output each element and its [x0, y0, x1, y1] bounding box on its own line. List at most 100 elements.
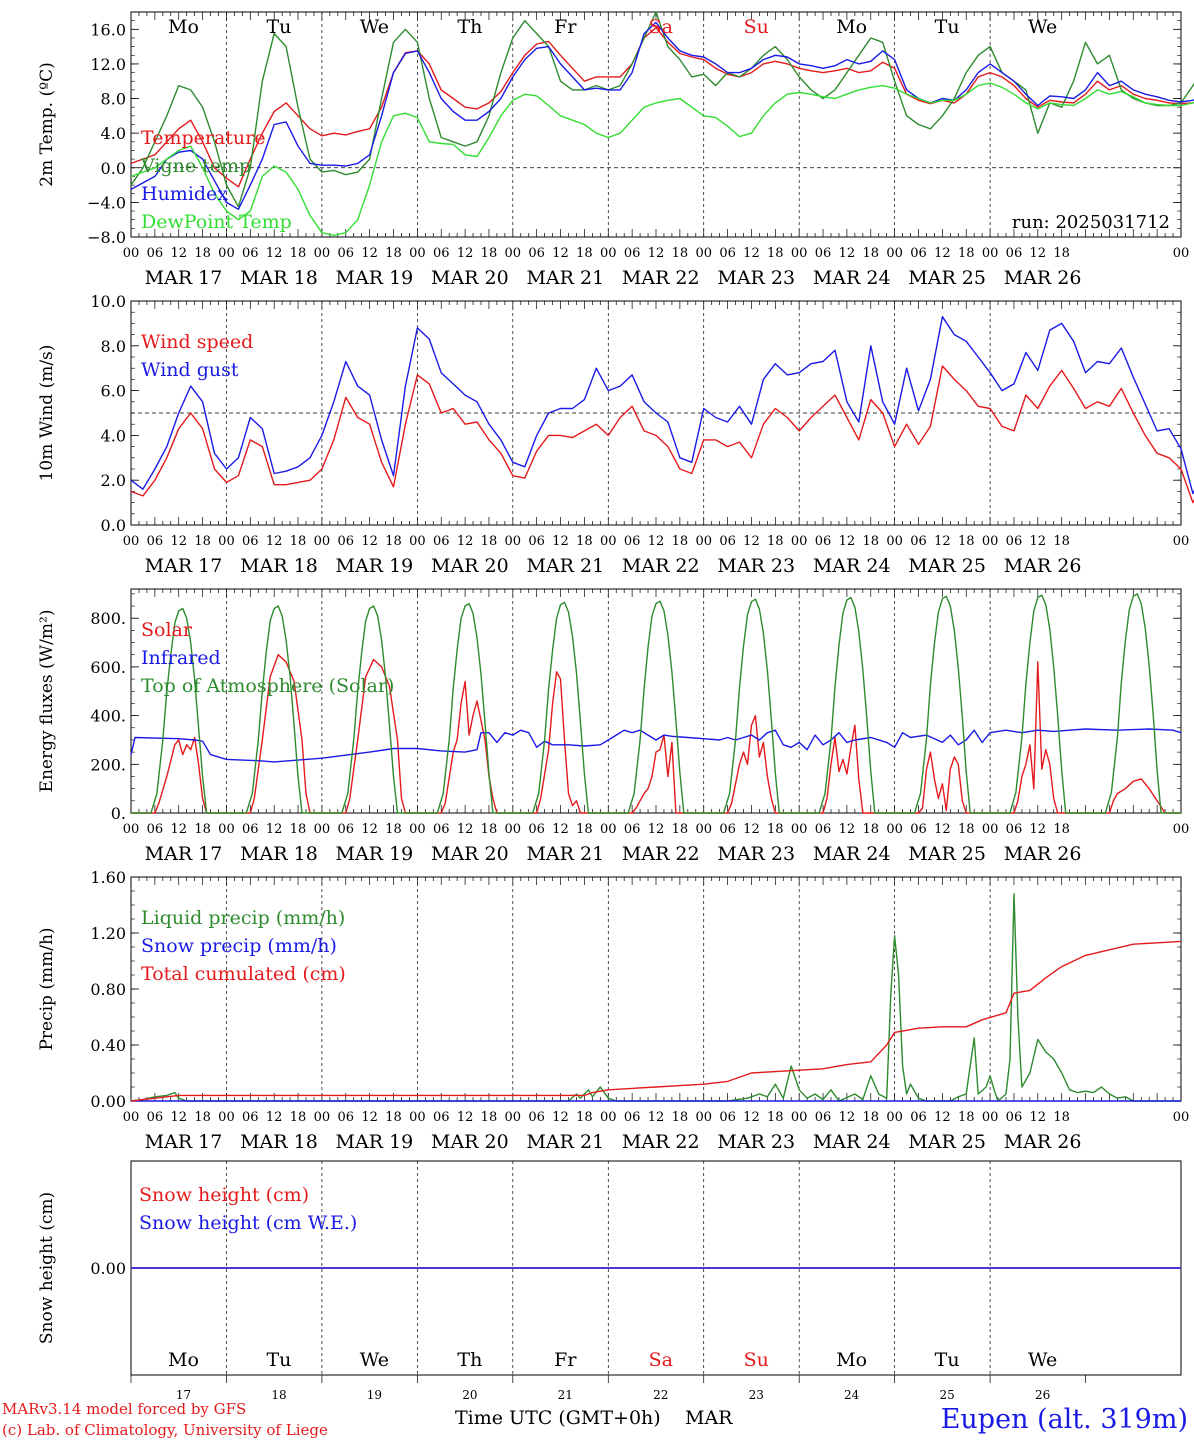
weekday-label-bottom: Fr: [554, 1349, 577, 1371]
series-line-top-of-atmosphere-solar-: [131, 593, 1181, 814]
day-axis-label: MAR 23: [717, 1131, 795, 1153]
y-tick-label: 200.: [90, 755, 126, 774]
hour-tick-label: 06: [528, 534, 545, 549]
hour-tick-label: 18: [767, 1110, 784, 1125]
hour-tick-label: 12: [266, 822, 283, 837]
footer-credit: (c) Lab. of Climatology, University of L…: [2, 1421, 328, 1439]
hour-tick-label: 06: [815, 246, 832, 261]
weekday-label-bottom: Th: [457, 1349, 482, 1371]
y-axis-label: Precip (mm/h): [37, 927, 57, 1050]
day-axis-label: MAR 23: [717, 555, 795, 577]
weekday-label-bottom: We: [1028, 1349, 1057, 1371]
hour-tick-label: 12: [361, 822, 378, 837]
legend-entry: Liquid precip (mm/h): [141, 907, 345, 929]
y-tick-label: 600.: [90, 658, 126, 677]
hour-tick-label: 00: [505, 534, 522, 549]
location-label: Eupen (alt. 319m): [941, 1404, 1188, 1435]
weekday-label-top: Mo: [168, 16, 199, 38]
y-tick-label: 4.0: [101, 124, 126, 143]
weekday-label-top: Mo: [836, 16, 867, 38]
hour-tick-label: 00: [314, 246, 331, 261]
hour-tick-label: 00: [505, 246, 522, 261]
hour-tick-label: 06: [337, 822, 354, 837]
hour-tick-label: 00: [600, 534, 617, 549]
hour-tick-label: 12: [457, 822, 474, 837]
hour-tick-label: 06: [147, 534, 164, 549]
day-axis-label: MAR 21: [526, 267, 604, 289]
y-axis-label: 2m Temp. (ºC): [37, 62, 57, 187]
date-label: 24: [844, 1388, 860, 1402]
day-axis-label: MAR 25: [908, 267, 986, 289]
hour-tick-label: 00: [886, 1110, 903, 1125]
date-label: 22: [653, 1388, 668, 1402]
legend-entry: Top of Atmosphere (Solar): [141, 675, 394, 697]
hour-tick-label: 18: [1053, 1110, 1070, 1125]
hour-tick-label: 06: [433, 1110, 450, 1125]
hour-tick-label: 00: [314, 822, 331, 837]
day-axis-label: MAR 17: [145, 1131, 223, 1153]
hour-tick-label: 00: [314, 1110, 331, 1125]
hour-tick-label: 12: [457, 1110, 474, 1125]
hour-tick-label: 06: [433, 246, 450, 261]
hour-tick-label: 18: [481, 534, 498, 549]
hour-tick-label: 18: [194, 1110, 211, 1125]
weekday-label-bottom: Mo: [168, 1349, 199, 1371]
panel-frame: [130, 11, 1182, 238]
hour-tick-label: 06: [719, 246, 736, 261]
legend-entry: Snow precip (mm/h): [141, 935, 337, 957]
hour-tick-label: 12: [648, 246, 665, 261]
day-axis-label: MAR 22: [622, 1131, 700, 1153]
panel-temperature: −8.0 −4.0 0.0 4.0 8.0 12.0 16.0 2m Temp. (ºC) Te…: [37, 11, 1194, 289]
day-axis-label: MAR 17: [145, 843, 223, 865]
hour-tick-label: 12: [170, 534, 187, 549]
hour-tick-label: 18: [290, 534, 307, 549]
hour-tick-label: 06: [147, 246, 164, 261]
hour-tick-label: 00: [600, 246, 617, 261]
day-axis-label: MAR 24: [813, 555, 891, 577]
hour-tick-label: 00: [982, 246, 999, 261]
hour-tick-label: 12: [361, 534, 378, 549]
hour-tick-label: 00: [409, 246, 426, 261]
legend-entry: Total cumulated (cm): [141, 963, 346, 985]
hour-tick-label: 18: [672, 822, 689, 837]
hour-tick-label: 12: [361, 246, 378, 261]
hour-tick-label: 00: [886, 822, 903, 837]
weekday-label-bottom: Su: [744, 1349, 769, 1371]
y-tick-label: 0.0: [101, 159, 126, 178]
hour-tick-label: 18: [958, 1110, 975, 1125]
y-tick-label: 6.0: [101, 382, 126, 401]
date-label: 25: [939, 1388, 954, 1402]
hour-tick-label: 00: [791, 534, 808, 549]
hour-tick-label: 00: [886, 246, 903, 261]
hour-tick-label: 06: [1006, 1110, 1023, 1125]
series-line-wind-gust: [130, 316, 1194, 495]
weekday-label-bottom: Sa: [649, 1349, 673, 1371]
weekday-label-top: Fr: [554, 16, 577, 38]
series-line-temperature: [130, 26, 1194, 188]
hour-tick-label: 00: [1173, 534, 1190, 549]
hour-tick-label: 18: [194, 822, 211, 837]
hour-tick-label: 18: [767, 534, 784, 549]
legend-entry: Wind speed: [141, 331, 253, 353]
hour-tick-label: 18: [862, 822, 879, 837]
hour-tick-label: 18: [290, 1110, 307, 1125]
day-axis-label: MAR 19: [336, 1131, 414, 1153]
hour-tick-label: 12: [552, 822, 569, 837]
hour-tick-label: 06: [1006, 534, 1023, 549]
hour-tick-label: 00: [505, 1110, 522, 1125]
day-axis-label: MAR 24: [813, 1131, 891, 1153]
y-tick-label: 1.20: [90, 924, 126, 943]
hour-tick-label: 18: [194, 534, 211, 549]
hour-tick-label: 12: [743, 246, 760, 261]
weekday-label-bottom: We: [360, 1349, 389, 1371]
day-axis-label: MAR 26: [1004, 843, 1082, 865]
day-axis-label: MAR 23: [717, 843, 795, 865]
hour-tick-label: 18: [385, 534, 402, 549]
hour-tick-label: 12: [743, 1110, 760, 1125]
panel-wind: 0.0 2.0 4.0 6.0 8.0 10.0 10m Wind (m/s) Wind sp…: [37, 292, 1194, 577]
hour-tick-label: 00: [123, 534, 140, 549]
legend-entry: Vigne temp: [140, 155, 251, 177]
day-axis-label: MAR 17: [145, 555, 223, 577]
legend-entry: Snow height (cm): [139, 1184, 309, 1206]
day-axis-label: MAR 20: [431, 843, 509, 865]
